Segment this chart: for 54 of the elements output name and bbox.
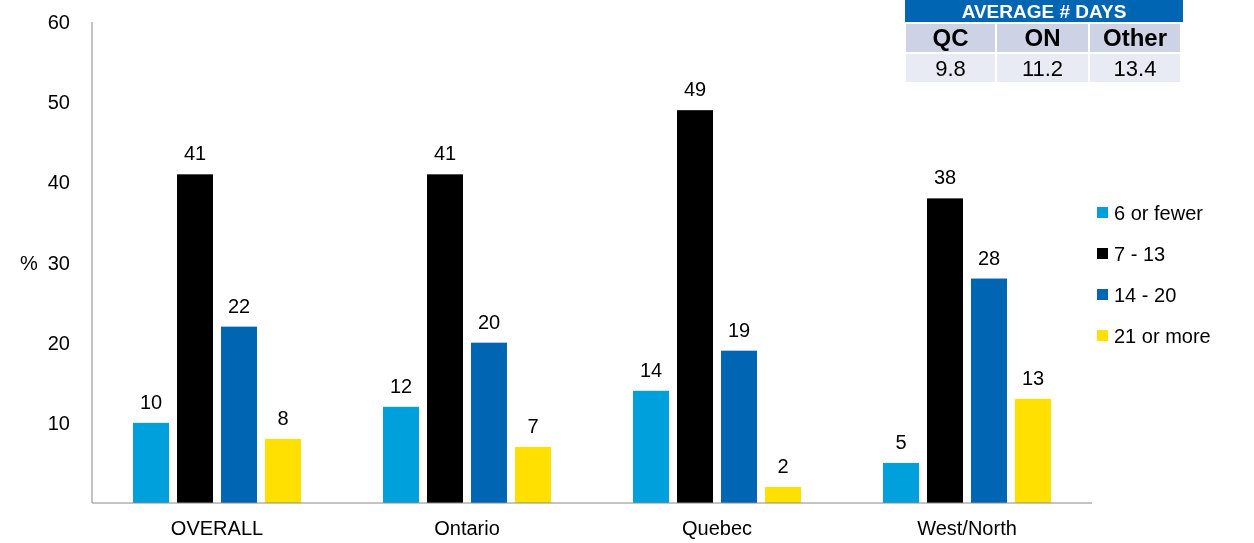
bar [633,390,669,503]
legend-label: 14 - 20 [1114,284,1177,306]
annotation: QC [932,24,969,52]
y-tick-label: 40 [47,171,70,194]
annotation: ON [1024,24,1061,52]
data-label: 41 [433,142,457,165]
bar [427,174,463,503]
y-tick-label: 10 [47,411,70,434]
y-tick-label: 30 [47,251,70,274]
data-label: 41 [183,142,207,165]
legend-label: 6 or fewer [1114,202,1204,224]
bar [927,198,963,503]
data-label: 20 [477,310,501,333]
x-tick-label: Quebec [681,517,753,539]
x-tick-label: Ontario [434,517,500,539]
y-tick-label: 20 [47,331,70,354]
data-label: 28 [977,246,1001,269]
bar [383,406,419,503]
x-tick-label: West/North [917,517,1017,539]
bar [265,438,301,503]
y-tick-label: 50 [47,91,70,114]
data-label: 38 [933,166,957,189]
annotation: 11.2 [1021,55,1064,81]
legend-label: 21 or more [1114,325,1211,347]
data-label: 19 [727,318,751,341]
data-label: 12 [389,374,413,397]
data-label: 8 [277,406,289,429]
bar [221,326,257,503]
bar [883,462,919,503]
bar [677,110,713,503]
y-tick-label: 60 [47,11,70,33]
bar [133,422,169,503]
annotation: 9.8 [935,55,966,81]
text: Other [1102,24,1168,52]
data-label: 10 [139,390,163,413]
x-tick-label: OVERALL [170,517,264,539]
bar [971,278,1007,503]
bar [471,342,507,503]
y-axis-title: % [20,251,38,274]
data-label: 2 [777,454,789,477]
data-label: 7 [527,414,539,437]
text: 13.4 [1113,55,1157,81]
bar [1015,398,1051,503]
bar [515,446,551,503]
text: AVERAGE # DAYS [961,0,1127,22]
bar [721,350,757,503]
data-label: 5 [895,430,907,453]
data-label: 49 [683,78,707,101]
data-label: 13 [1021,366,1045,389]
data-label: 22 [227,294,251,317]
bar [765,486,801,503]
legend-label: 7 - 13 [1114,243,1166,265]
bar [177,174,213,503]
data-label: 14 [639,358,663,381]
